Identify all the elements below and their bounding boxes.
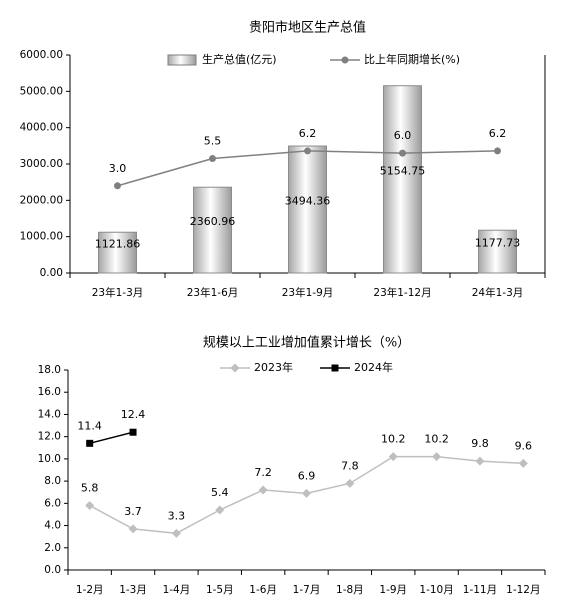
y-tick-label: 2000.00 [20, 194, 63, 206]
y-tick-label: 16.0 [38, 386, 61, 398]
x-tick-label: 23年1-9月 [282, 286, 334, 299]
y-tick-label: 12.0 [38, 431, 61, 443]
data-label: 3.7 [124, 505, 142, 518]
data-label: 9.8 [471, 437, 489, 450]
x-tick-label: 1-4月 [163, 584, 191, 596]
legend-marker [331, 364, 339, 372]
data-label: 5154.75 [380, 164, 426, 177]
chart-title: 贵阳市地区生产总值 [249, 20, 366, 36]
bar [478, 229, 517, 274]
legend-label: 生产总值(亿元) [202, 52, 277, 66]
point [129, 428, 137, 436]
line [89, 431, 134, 445]
x-tick-label: 1-3月 [119, 584, 147, 596]
data-label: 3.0 [109, 162, 127, 175]
y-tick-label: 0.00 [40, 267, 63, 279]
bar [383, 85, 422, 274]
legend-label: 2024年 [354, 360, 393, 374]
data-label: 9.6 [515, 439, 533, 452]
point [171, 528, 181, 538]
y-tick-label: 4.0 [44, 520, 61, 532]
y-tick-label: 1000.00 [20, 231, 63, 243]
point [304, 147, 311, 155]
point [209, 155, 216, 163]
bar [288, 145, 327, 274]
x-tick-label: 1-9月 [379, 584, 407, 596]
y-tick-label: 4000.00 [20, 122, 63, 134]
point [475, 456, 485, 466]
y-tick-label: 3000.00 [20, 158, 63, 170]
point [114, 182, 121, 190]
x-tick-label: 23年1-3月 [92, 286, 144, 299]
data-label: 3494.36 [285, 195, 331, 208]
legend-swatch [167, 54, 197, 66]
x-tick-label: 1-2月 [76, 584, 104, 596]
point [388, 452, 398, 462]
legend-label: 比上年同期增长(%) [364, 52, 460, 66]
data-label: 2360.96 [190, 215, 236, 228]
y-tick-label: 6.0 [44, 497, 61, 509]
point [399, 149, 406, 157]
data-label: 6.0 [394, 129, 412, 142]
data-label: 6.2 [299, 127, 317, 140]
data-label: 10.2 [424, 433, 449, 446]
point [432, 452, 442, 462]
data-label: 3.3 [168, 509, 186, 522]
point [215, 505, 225, 515]
y-tick-label: 10.0 [38, 453, 61, 465]
point [85, 501, 95, 511]
data-label: 5.8 [81, 482, 99, 495]
x-tick-label: 1-6月 [249, 584, 277, 596]
y-tick-label: 8.0 [44, 475, 61, 487]
data-label: 1177.73 [475, 237, 521, 250]
x-tick-label: 1-5月 [206, 584, 234, 596]
data-label: 12.4 [121, 408, 146, 421]
legend-marker [341, 56, 349, 64]
x-tick-label: 1-10月 [419, 584, 453, 596]
x-tick-label: 1-7月 [293, 584, 321, 596]
point [518, 458, 528, 468]
point [494, 147, 501, 155]
data-label: 5.4 [211, 486, 229, 499]
y-tick-label: 5000.00 [20, 85, 63, 97]
y-tick-label: 14.0 [38, 408, 61, 420]
data-label: 11.4 [77, 419, 102, 432]
point [86, 439, 94, 447]
data-label: 6.2 [489, 127, 507, 140]
legend-label: 2023年 [254, 360, 293, 374]
data-label: 7.8 [341, 459, 359, 472]
data-label: 6.9 [298, 469, 316, 482]
x-tick-label: 23年1-12月 [373, 286, 431, 299]
y-tick-label: 6000.00 [20, 49, 63, 61]
x-tick-label: 1-8月 [336, 584, 364, 596]
x-tick-label: 1-11月 [463, 584, 497, 596]
bar [193, 186, 232, 274]
legend-marker [230, 363, 240, 373]
point [128, 524, 138, 534]
point [345, 478, 355, 488]
chart-title: 规模以上工业增加值累计增长（%） [203, 335, 410, 351]
x-tick-label: 24年1-3月 [472, 286, 524, 299]
point [302, 488, 311, 498]
data-label: 10.2 [381, 433, 406, 446]
y-tick-label: 18.0 [38, 364, 61, 376]
y-tick-label: 2.0 [44, 542, 61, 554]
x-tick-label: 23年1-6月 [187, 286, 239, 299]
data-label: 5.5 [204, 135, 222, 148]
x-tick-label: 1-12月 [506, 584, 540, 596]
data-label: 7.2 [254, 466, 272, 479]
data-label: 1121.86 [95, 238, 141, 251]
point [258, 485, 268, 495]
y-tick-label: 0.0 [44, 564, 61, 576]
bar [98, 231, 137, 274]
